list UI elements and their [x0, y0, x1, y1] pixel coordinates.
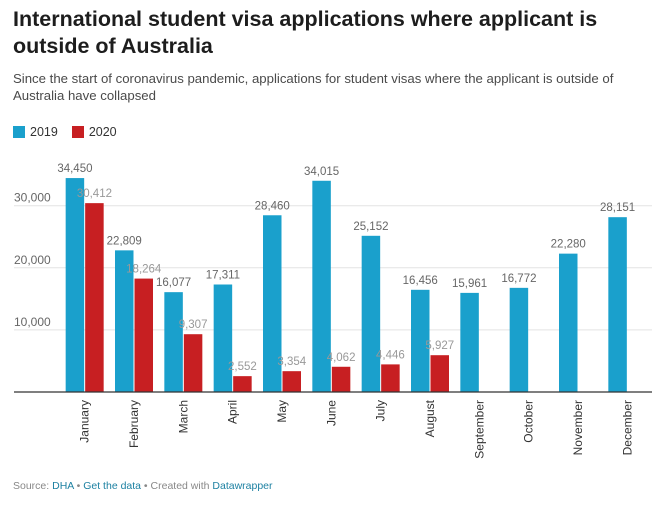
legend-label-2020: 2020 [88, 125, 117, 139]
legend-item-2020: 2020 [71, 125, 117, 139]
bar-2020-july [381, 364, 400, 392]
value-label-2020-february: 18,264 [126, 264, 162, 276]
bar-2019-august [411, 289, 430, 392]
bar-2019-may [263, 215, 282, 392]
legend-swatch-2020 [71, 126, 84, 138]
bar-2019-september [460, 292, 479, 392]
value-label-2020-january: 30,412 [77, 188, 112, 200]
bar-2020-january [85, 203, 104, 392]
get-data-link[interactable]: Get the data [83, 480, 142, 492]
x-tick-label-january: January [78, 400, 92, 443]
bar-2020-may [282, 371, 301, 392]
x-tick-label-august: August [423, 399, 437, 437]
legend-swatch-2019 [13, 126, 25, 138]
value-label-2020-july: 4,446 [376, 349, 405, 361]
value-label-2019-july: 25,152 [353, 221, 388, 233]
value-label-2019-october: 16,772 [501, 273, 536, 285]
value-label-2019-august: 16,456 [403, 275, 438, 287]
value-label-2020-june: 4,062 [327, 352, 356, 364]
bar-2019-march [164, 292, 183, 392]
source-link[interactable]: DHA [52, 480, 74, 492]
bar-2019-april [213, 284, 233, 392]
bar-2020-march [183, 334, 203, 392]
footer-source-prefix: Source: [13, 480, 53, 492]
footer: Source: DHA • Get the data • Created wit… [13, 480, 273, 492]
value-label-2020-august: 5,927 [425, 340, 454, 352]
datawrapper-link[interactable]: Datawrapper [212, 480, 273, 492]
value-label-2019-april: 17,311 [206, 269, 240, 281]
x-tick-label-july: July [374, 400, 388, 421]
value-label-2019-may: 28,460 [255, 200, 290, 212]
chart-subtitle: Since the start of coronavirus pandemic,… [13, 71, 614, 103]
value-label-2020-april: 2,552 [228, 361, 257, 373]
x-tick-label-february: February [127, 400, 141, 448]
bar-2019-february [115, 250, 134, 392]
bar-2020-february [134, 278, 153, 392]
x-tick-label-november: November [571, 400, 585, 455]
bar-2020-april [233, 376, 252, 392]
bar-2020-june [331, 366, 351, 392]
value-label-2020-may: 3,354 [277, 356, 306, 368]
bar-2019-december [608, 217, 627, 392]
x-tick-label-december: December [620, 400, 634, 455]
value-label-2019-february: 22,809 [107, 235, 142, 247]
x-tick-label-march: March [176, 400, 190, 433]
footer-created-with: • Created with [141, 480, 213, 492]
x-tick-label-october: October [522, 400, 536, 443]
x-tick-label-april: April [226, 400, 240, 424]
value-label-2019-november: 22,280 [551, 239, 586, 251]
footer-separator: • [73, 480, 84, 492]
bar-chart: 10,000 20,000 30,000 January February March Ap… [14, 163, 652, 459]
y-tick-label-20000: 20,000 [14, 253, 51, 267]
x-tick-label-september: September [472, 400, 486, 459]
bar-2019-june [312, 180, 331, 392]
bar-2020-august [430, 355, 449, 392]
value-label-2020-march: 9,307 [179, 319, 208, 331]
value-label-2019-june: 34,015 [304, 166, 339, 178]
bar-2019-july [361, 235, 381, 392]
legend-label-2019: 2019 [30, 125, 58, 139]
value-label-2019-september: 15,961 [452, 278, 487, 290]
y-tick-label-30000: 30,000 [14, 191, 51, 205]
x-tick-label-may: May [275, 400, 289, 423]
value-label-2019-march: 16,077 [156, 277, 191, 289]
bar-2019-october [509, 287, 529, 392]
chart-title: International student visa applications … [13, 7, 598, 58]
bar-2019-november [559, 253, 578, 392]
legend: 2019 2020 [13, 124, 131, 140]
legend-item-2019: 2019 [13, 125, 58, 139]
value-label-2019-january: 34,450 [57, 163, 92, 175]
bar-2019-january [65, 178, 85, 392]
value-label-2019-december: 28,151 [600, 202, 635, 214]
y-tick-label-10000: 10,000 [14, 315, 51, 329]
x-tick-label-june: June [324, 400, 338, 426]
